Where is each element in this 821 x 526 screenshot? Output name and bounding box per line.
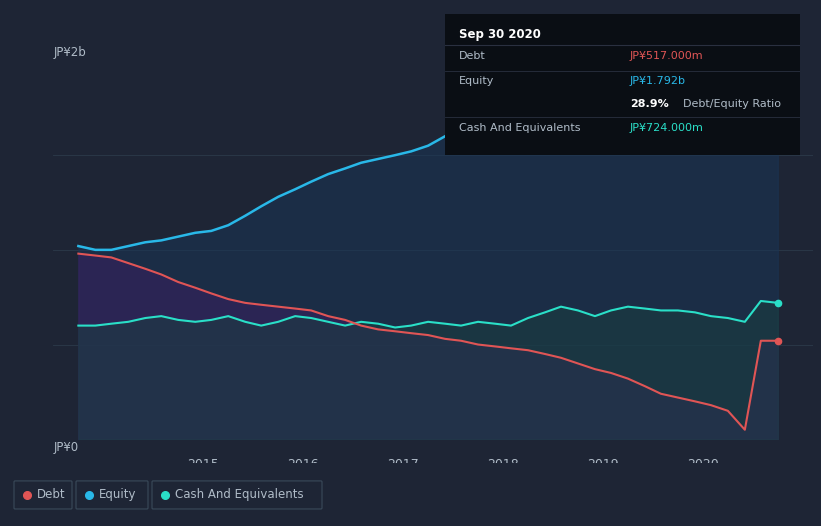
Text: Cash And Equivalents: Cash And Equivalents (175, 489, 304, 501)
Text: JP¥724.000m: JP¥724.000m (630, 123, 704, 133)
Text: 2020: 2020 (687, 458, 718, 471)
Text: 2018: 2018 (487, 458, 519, 471)
Text: JP¥1.792b: JP¥1.792b (630, 76, 686, 86)
Text: 2016: 2016 (287, 458, 319, 471)
Text: 2019: 2019 (587, 458, 619, 471)
Text: Debt/Equity Ratio: Debt/Equity Ratio (683, 99, 781, 109)
Text: Debt: Debt (459, 51, 486, 61)
Text: JP¥517.000m: JP¥517.000m (630, 51, 704, 61)
Text: 2015: 2015 (187, 458, 219, 471)
Text: Equity: Equity (99, 489, 136, 501)
Text: JP¥0: JP¥0 (53, 441, 79, 454)
Text: 28.9%: 28.9% (630, 99, 668, 109)
Text: Equity: Equity (459, 76, 494, 86)
Text: JP¥2b: JP¥2b (53, 46, 86, 58)
Text: 2017: 2017 (388, 458, 419, 471)
Text: Debt: Debt (37, 489, 66, 501)
Text: Cash And Equivalents: Cash And Equivalents (459, 123, 580, 133)
Text: Sep 30 2020: Sep 30 2020 (459, 28, 541, 42)
